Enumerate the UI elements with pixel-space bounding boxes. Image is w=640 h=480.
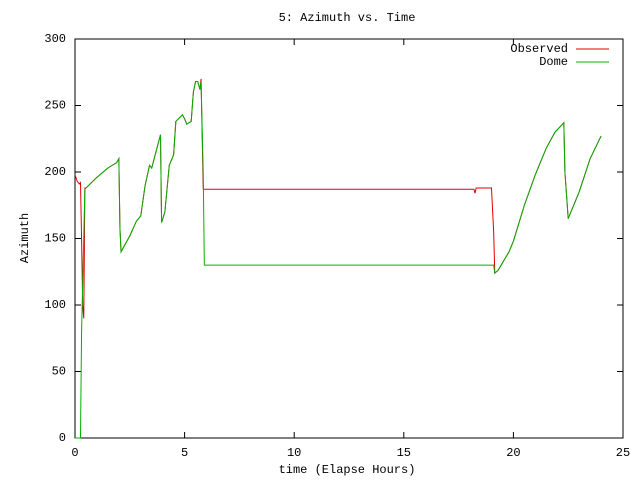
x-tick-label: 0: [71, 446, 78, 460]
x-tick-label: 5: [181, 446, 188, 460]
y-axis-label: Azimuth: [18, 213, 32, 263]
legend-label: Dome: [539, 55, 568, 69]
y-tick-label: 50: [52, 365, 66, 379]
x-axis-label: time (Elapse Hours): [279, 463, 416, 477]
x-tick-label: 25: [616, 446, 630, 460]
chart-title: 5: Azimuth vs. Time: [279, 11, 416, 25]
y-tick-label: 300: [44, 32, 66, 46]
y-tick-label: 250: [44, 99, 66, 113]
y-tick-label: 0: [59, 431, 66, 445]
x-tick-label: 10: [287, 446, 301, 460]
y-tick-label: 200: [44, 165, 66, 179]
y-tick-label: 100: [44, 298, 66, 312]
y-tick-label: 150: [44, 232, 66, 246]
x-tick-label: 15: [397, 446, 411, 460]
data-line: [75, 81, 602, 439]
legend-label: Observed: [510, 42, 568, 56]
x-tick-label: 20: [506, 446, 520, 460]
